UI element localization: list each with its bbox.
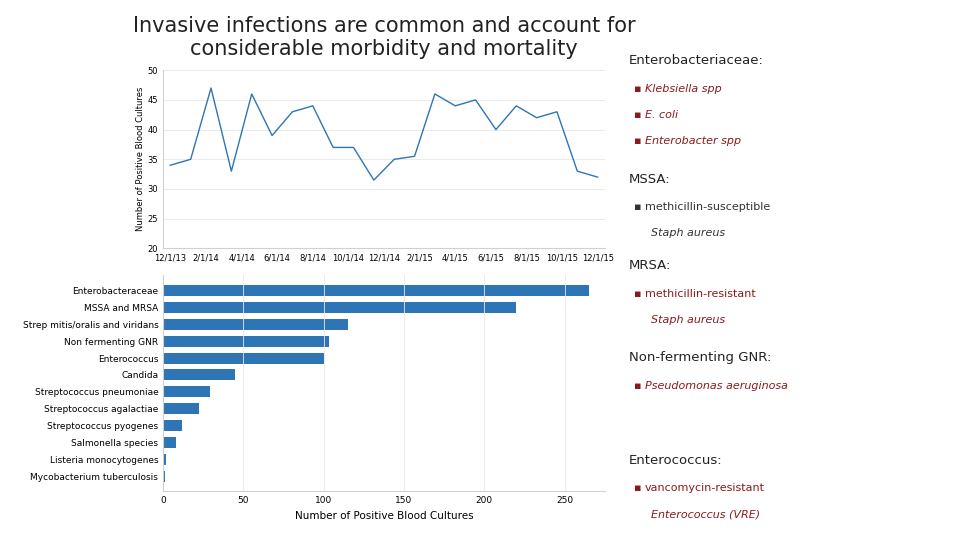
Text: ▪: ▪ bbox=[634, 289, 641, 299]
Bar bbox=[163, 319, 348, 330]
Text: ▪: ▪ bbox=[634, 381, 641, 391]
Text: Enterobacter spp: Enterobacter spp bbox=[645, 136, 741, 146]
Text: Invasive infections are common and account for
considerable morbidity and mortal: Invasive infections are common and accou… bbox=[132, 16, 636, 59]
Text: E. coli: E. coli bbox=[645, 110, 679, 120]
Text: Pseudomonas aeruginosa: Pseudomonas aeruginosa bbox=[645, 381, 788, 391]
Text: ▪: ▪ bbox=[634, 202, 641, 213]
Bar bbox=[163, 285, 588, 296]
Bar bbox=[163, 386, 210, 397]
Bar bbox=[163, 369, 235, 381]
Text: Non-fermenting GNR:: Non-fermenting GNR: bbox=[629, 351, 771, 364]
Text: Staph aureus: Staph aureus bbox=[651, 315, 725, 325]
Text: MSSA:: MSSA: bbox=[629, 173, 670, 186]
X-axis label: Number of Positive Blood Cultures: Number of Positive Blood Cultures bbox=[295, 511, 473, 521]
Text: methicillin-resistant: methicillin-resistant bbox=[645, 289, 756, 299]
Bar bbox=[163, 420, 182, 431]
Bar bbox=[163, 454, 166, 465]
Text: methicillin-susceptible: methicillin-susceptible bbox=[645, 202, 770, 213]
Text: ▪: ▪ bbox=[634, 110, 641, 120]
Bar bbox=[163, 437, 176, 448]
Bar bbox=[163, 353, 324, 363]
Bar bbox=[163, 403, 199, 414]
Text: vancomycin-resistant: vancomycin-resistant bbox=[645, 483, 765, 494]
Text: MRSA:: MRSA: bbox=[629, 259, 671, 272]
Text: Enterococcus:: Enterococcus: bbox=[629, 454, 723, 467]
Bar bbox=[163, 336, 328, 347]
Text: Staph aureus: Staph aureus bbox=[651, 228, 725, 239]
Text: Enterobacteriaceae:: Enterobacteriaceae: bbox=[629, 54, 763, 67]
Bar bbox=[163, 471, 165, 482]
Text: ▪: ▪ bbox=[634, 136, 641, 146]
Bar bbox=[163, 302, 516, 313]
Text: ▪: ▪ bbox=[634, 84, 641, 94]
Y-axis label: Number of Positive Blood Cultures: Number of Positive Blood Cultures bbox=[136, 87, 145, 232]
Text: ▪: ▪ bbox=[634, 483, 641, 494]
Text: Enterococcus (VRE): Enterococcus (VRE) bbox=[651, 509, 760, 519]
Text: Klebsiella spp: Klebsiella spp bbox=[645, 84, 722, 94]
